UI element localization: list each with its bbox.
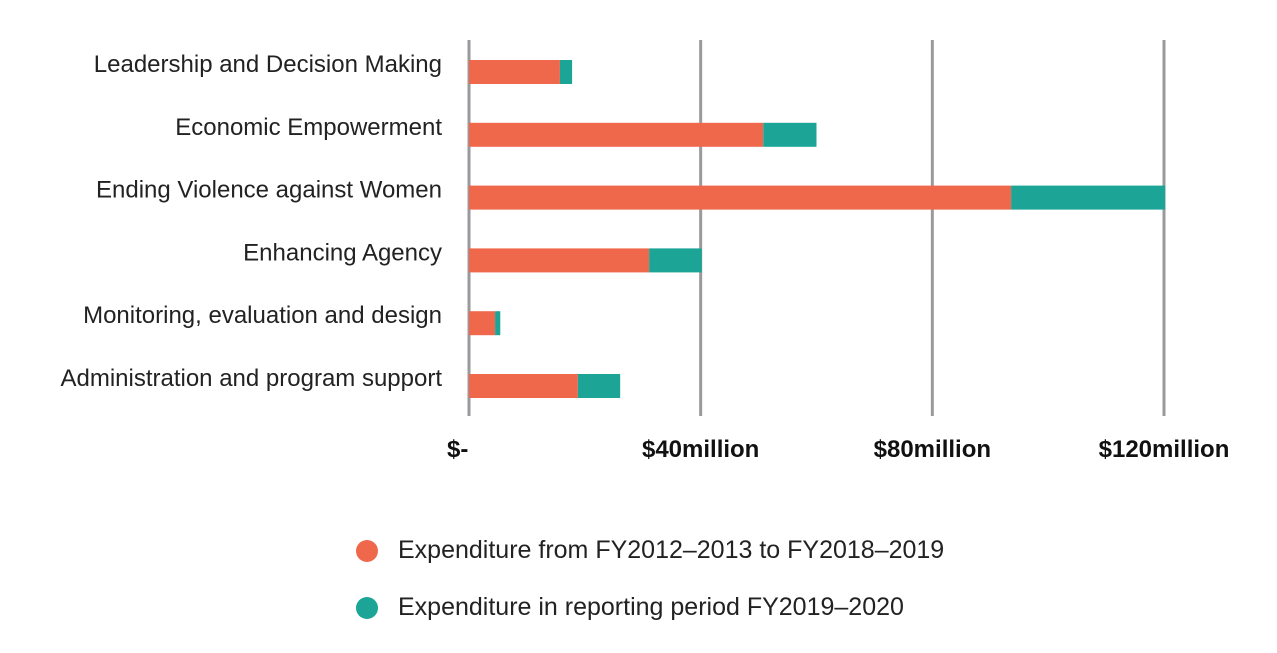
category-label: Monitoring, evaluation and design	[83, 302, 442, 329]
x-tick-label: $120million	[1099, 436, 1230, 463]
bar-segment-series-2	[577, 374, 621, 398]
x-tick-label: $-	[447, 436, 468, 463]
bar-segment-series-2	[1011, 185, 1166, 210]
category-label: Leadership and Decision Making	[94, 51, 442, 78]
category-label: Administration and program support	[60, 365, 442, 392]
bar-segment-series-2	[495, 311, 501, 336]
legend-item: Expenditure from FY2012–2013 to FY2018–2…	[356, 536, 944, 565]
bar-segment-series-2	[763, 122, 817, 147]
category-label: Ending Violence against Women	[96, 177, 442, 204]
bar-segment-series-1	[469, 60, 560, 84]
bar-segment-series-2	[559, 60, 573, 84]
bar-segment-series-1	[469, 185, 1012, 210]
legend-swatch-icon	[356, 596, 378, 619]
category-label: Economic Empowerment	[175, 114, 442, 141]
category-label: Enhancing Agency	[243, 239, 442, 266]
legend-swatch-icon	[356, 539, 378, 562]
legend-item: Expenditure in reporting period FY2019–2…	[356, 593, 904, 622]
legend-label: Expenditure in reporting period FY2019–2…	[398, 593, 904, 621]
bar-segment-series-2	[649, 248, 702, 273]
legend-label: Expenditure from FY2012–2013 to FY2018–2…	[398, 536, 945, 564]
bar-segment-series-1	[469, 122, 764, 147]
bar-segment-series-1	[469, 311, 496, 336]
bar-segment-series-1	[469, 374, 578, 398]
bar-segment-series-1	[469, 248, 650, 273]
x-tick-label: $80million	[874, 436, 991, 463]
stacked-bar-chart: $- $40million $80million $120million Leaders…	[60, 40, 1230, 463]
x-tick-label: $40million	[642, 436, 759, 463]
